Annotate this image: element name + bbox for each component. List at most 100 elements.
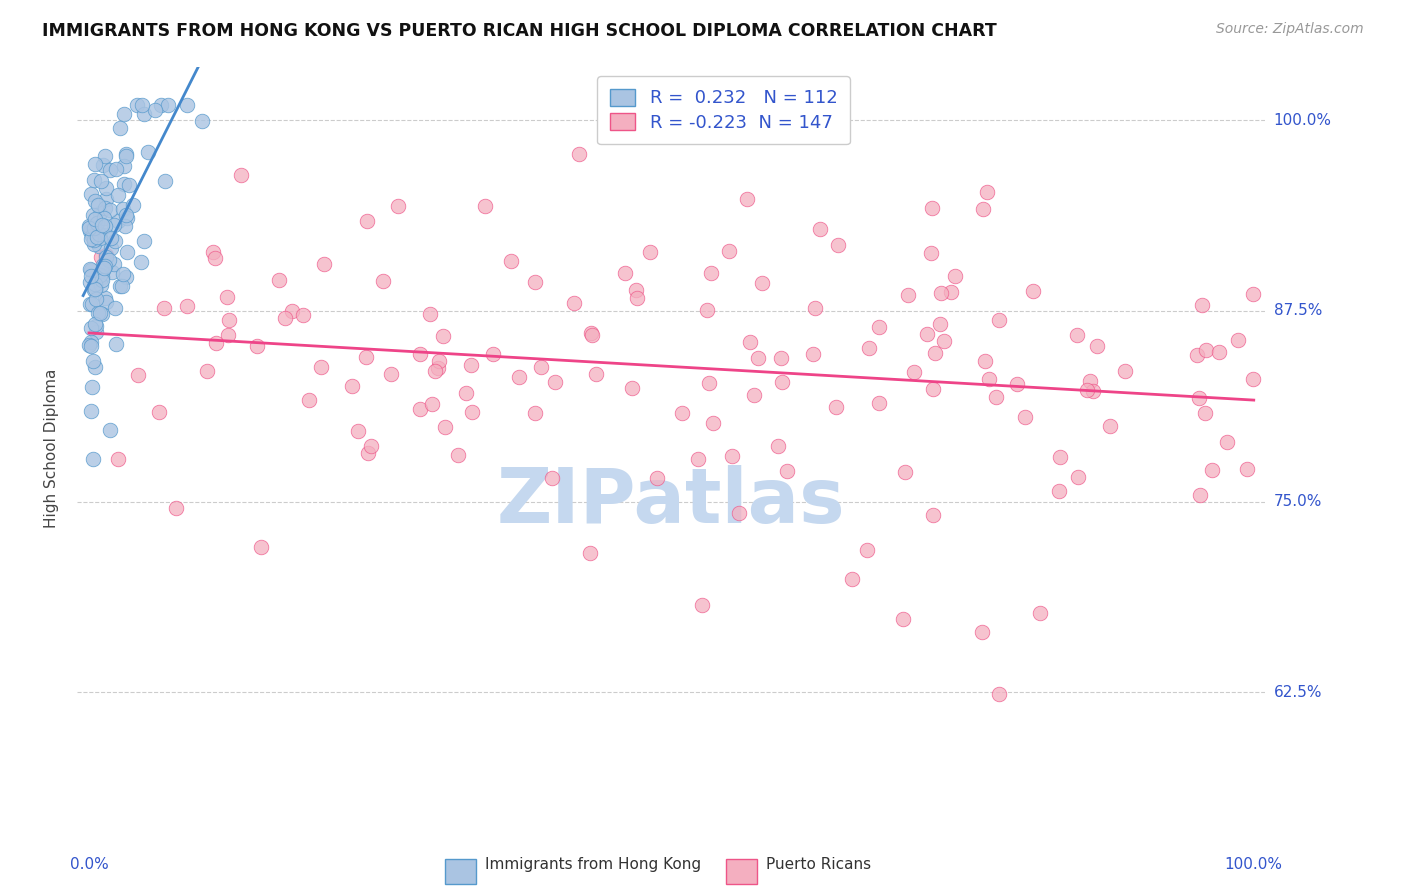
Legend: R =  0.232   N = 112, R = -0.223  N = 147: R = 0.232 N = 112, R = -0.223 N = 147 <box>598 76 851 145</box>
Point <box>699 266 721 280</box>
Point <box>921 201 943 215</box>
Point <box>273 311 295 326</box>
Point <box>79 296 101 310</box>
Point <box>94 248 117 262</box>
Point <box>581 328 603 343</box>
Point <box>246 339 269 353</box>
Point <box>1014 409 1036 424</box>
Point <box>1208 344 1230 359</box>
Text: 62.5%: 62.5% <box>1274 685 1322 700</box>
Point <box>613 266 636 280</box>
Point <box>1114 363 1136 377</box>
Point <box>827 237 849 252</box>
Point <box>204 251 226 265</box>
Point <box>804 301 827 315</box>
Point <box>91 273 114 287</box>
Point <box>83 282 105 296</box>
Point <box>93 211 115 226</box>
Point <box>82 380 104 394</box>
Point <box>104 337 127 351</box>
Point <box>312 256 335 270</box>
Point <box>176 98 198 112</box>
Point <box>89 205 111 219</box>
Point <box>747 351 769 365</box>
Point <box>127 368 149 382</box>
Point <box>155 174 177 188</box>
Point <box>931 285 953 300</box>
Point <box>943 268 966 283</box>
Point <box>83 221 105 235</box>
Point <box>1189 488 1212 502</box>
Point <box>1188 391 1211 405</box>
Point <box>858 341 880 355</box>
Point <box>201 244 224 259</box>
Point <box>91 158 114 172</box>
Point <box>98 423 121 437</box>
Point <box>82 228 104 243</box>
Point <box>87 227 110 242</box>
Point <box>79 275 101 289</box>
Point <box>1099 419 1122 434</box>
Point <box>94 181 117 195</box>
Point <box>1226 333 1249 347</box>
Point <box>93 260 115 275</box>
Point <box>83 237 105 252</box>
Point <box>121 198 143 212</box>
Point <box>108 121 131 136</box>
Point <box>83 172 105 186</box>
Point <box>115 211 138 226</box>
Point <box>79 224 101 238</box>
Point <box>409 401 432 416</box>
Point <box>83 283 105 297</box>
Point <box>176 299 198 313</box>
Point <box>77 338 100 352</box>
Point <box>86 230 108 244</box>
Point <box>115 244 138 259</box>
Point <box>941 285 963 300</box>
Point <box>118 178 141 192</box>
Point <box>91 307 114 321</box>
Point <box>1021 284 1043 298</box>
Point <box>524 275 547 289</box>
Point <box>77 219 100 234</box>
Point <box>1241 287 1264 301</box>
Point <box>114 208 136 222</box>
Point <box>94 192 117 206</box>
Point <box>125 98 148 112</box>
Point <box>1185 348 1208 362</box>
Point <box>91 262 114 277</box>
Point <box>86 292 108 306</box>
Point <box>1081 384 1104 398</box>
Point <box>100 231 122 245</box>
Point <box>972 624 994 639</box>
Point <box>915 327 938 342</box>
Point <box>482 347 505 361</box>
Bar <box>725 860 758 885</box>
Point <box>776 464 799 478</box>
Point <box>100 241 122 255</box>
Point <box>89 231 111 245</box>
Point <box>972 202 994 217</box>
Point <box>90 174 112 188</box>
Point <box>380 367 402 381</box>
Point <box>108 278 131 293</box>
Point <box>427 354 450 368</box>
Point <box>585 368 607 382</box>
Text: ZIPatlas: ZIPatlas <box>498 465 845 539</box>
Point <box>80 262 103 277</box>
Point <box>735 192 758 206</box>
Bar <box>444 860 477 885</box>
Point <box>217 290 239 304</box>
Point <box>84 157 107 171</box>
Point <box>579 546 602 560</box>
Text: 100.0%: 100.0% <box>1225 857 1282 872</box>
Point <box>409 347 432 361</box>
Point <box>342 379 364 393</box>
Point <box>249 541 271 555</box>
Point <box>229 168 252 182</box>
Text: 0.0%: 0.0% <box>70 857 108 872</box>
Point <box>751 276 773 290</box>
Point <box>80 403 103 417</box>
Point <box>83 277 105 291</box>
Point <box>460 358 482 372</box>
